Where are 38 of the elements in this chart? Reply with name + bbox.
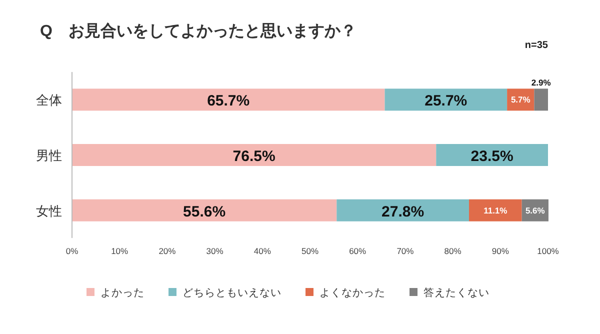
x-tick-label: 100%	[537, 246, 560, 256]
legend-label: よかった	[100, 287, 144, 299]
bar	[436, 144, 548, 166]
bar	[384, 88, 508, 111]
data-label: 25.7%	[424, 92, 468, 110]
data-label: 76.5%	[232, 148, 276, 165]
y-tick-label: 男性	[36, 148, 62, 163]
bar	[72, 144, 436, 166]
bar	[468, 199, 522, 222]
data-label: 11.1%	[484, 205, 508, 216]
x-tick-label: 60%	[349, 246, 367, 256]
data-label: 23.5%	[470, 148, 514, 165]
chart-title: Q お見合いをしてよかったと思いますか？	[40, 22, 356, 40]
bar	[534, 88, 548, 111]
x-tick-label: 40%	[254, 246, 272, 256]
data-label: 5.7%	[510, 94, 531, 105]
x-tick-label: 90%	[492, 246, 510, 256]
bar	[336, 199, 469, 222]
y-tick-label: 女性	[36, 203, 62, 218]
legend-label: よくなかった	[320, 287, 386, 299]
legend-label: どちらともいえない	[182, 287, 282, 299]
bar	[72, 88, 385, 111]
x-tick-label: 80%	[444, 246, 462, 256]
text: n=35	[524, 40, 548, 51]
x-tick-label: 70%	[396, 246, 414, 256]
x-tick-label: 50%	[301, 246, 319, 256]
data-label: 2.9%	[531, 78, 552, 88]
data-label: 55.6%	[183, 203, 226, 220]
bar	[72, 199, 337, 222]
x-tick-label: 30%	[206, 246, 224, 256]
legend-label: 答えたくない	[424, 287, 490, 299]
y-tick-label: 全体	[36, 92, 62, 108]
x-tick-label: 10%	[111, 246, 129, 256]
x-tick-label: 20%	[158, 246, 176, 256]
data-label: 65.7%	[207, 92, 250, 110]
data-label: 27.8%	[382, 203, 424, 220]
data-label: 5.6%	[525, 205, 546, 216]
x-tick-label: 0%	[66, 246, 79, 256]
